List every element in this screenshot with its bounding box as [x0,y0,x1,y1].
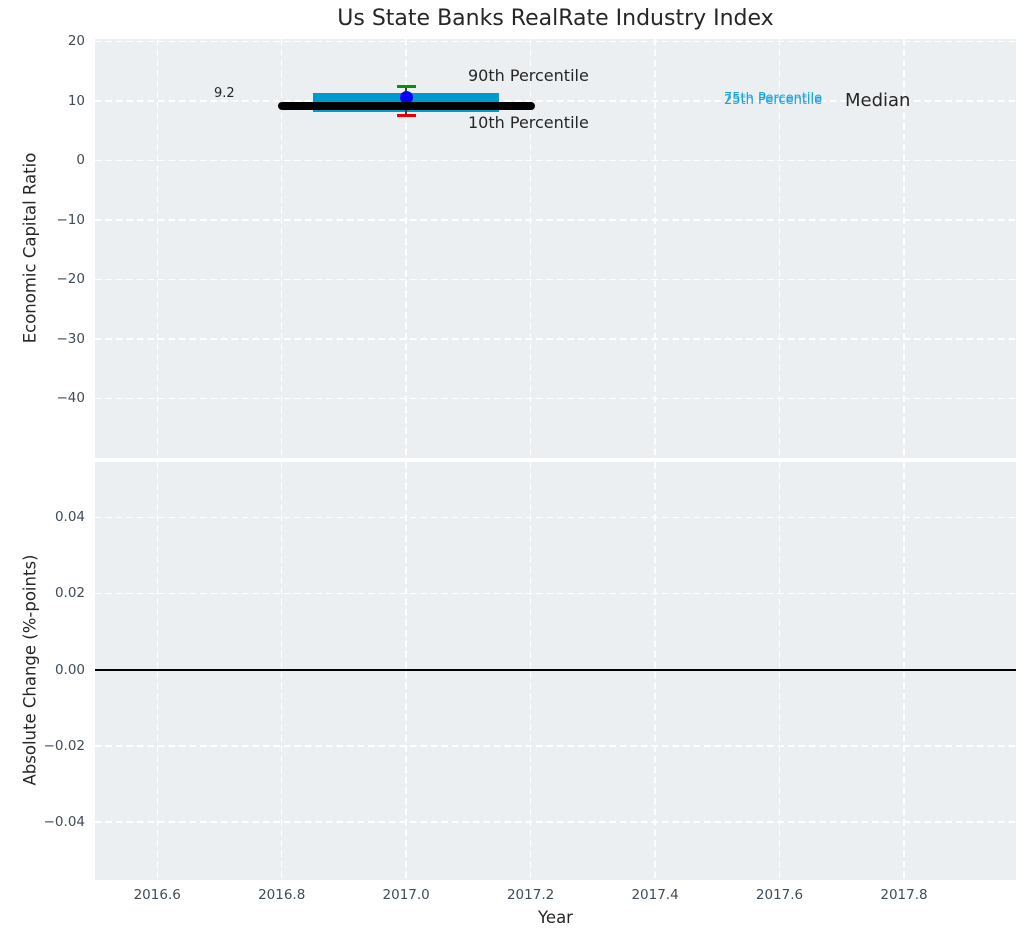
x-tick-label: 2017.8 [880,887,928,903]
y-tick-label: −20 [56,271,86,288]
zero-change-line [95,668,1016,671]
gridline-x [778,462,781,880]
industry-p10-tick [396,113,416,117]
gridline-y [95,100,1016,102]
industry-median-line [277,101,535,110]
y-tick-label: 0.04 [54,509,85,526]
p10-label: 10th Percentile [468,113,589,132]
x-tick-label: 2017.0 [382,887,430,903]
p90-label: 90th Percentile [468,66,589,85]
top-y-axis-label: Economic Capital Ratio [20,152,40,344]
gridline-x [778,39,781,458]
gridline-x [156,462,158,880]
y-tick-label: 0.00 [54,661,85,678]
x-axis-label: Year [538,908,573,927]
gridline-y [95,592,1016,595]
gridline-x [156,39,158,458]
y-tick-label: −0.02 [43,737,85,754]
p25-label: 25th Percentile [724,92,823,108]
gridline-x [529,39,532,458]
gridline-x [280,462,283,880]
y-tick-label: 10 [67,92,85,109]
gridline-y [95,338,1016,340]
gridline-y [95,821,1016,823]
gridline-y [95,159,1016,162]
y-tick-label: 0.02 [54,585,85,602]
gridline-y [95,397,1016,400]
chart-title: Us State Banks RealRate Industry Index [337,6,774,31]
gridline-x [654,39,656,458]
p75-label: 75th Percentile [724,90,823,106]
gridline-y [95,278,1016,281]
y-tick-label: 0 [76,152,85,169]
top-plot-area [95,39,1016,458]
gridline-x [529,462,532,880]
median-label: Median [845,90,911,111]
median-value-label: 9.2 [214,86,235,101]
gridline-y [95,219,1016,221]
gridline-x [280,39,283,458]
y-tick-label: 20 [67,33,85,50]
gridline-y [95,40,1016,43]
x-tick-label: 2017.4 [631,887,679,903]
company-point [399,91,413,105]
gridline-y [95,516,1016,518]
x-tick-label: 2017.2 [506,887,555,903]
x-tick-label: 2016.8 [258,887,306,903]
x-tick-label: 2016.6 [133,887,181,903]
y-tick-label: −40 [56,390,86,407]
y-tick-label: −10 [56,211,86,228]
gridline-y [95,745,1016,747]
gridline-x [405,39,407,458]
bottom-plot-area [95,462,1016,880]
industry-p90-tick [396,85,416,89]
x-tick-label: 2017.6 [755,887,804,903]
y-tick-label: −30 [56,330,86,347]
gridline-x [405,462,407,880]
y-tick-label: −0.04 [43,814,85,831]
gridline-x [654,462,656,880]
gridline-x [903,462,905,880]
gridline-x [903,39,905,458]
